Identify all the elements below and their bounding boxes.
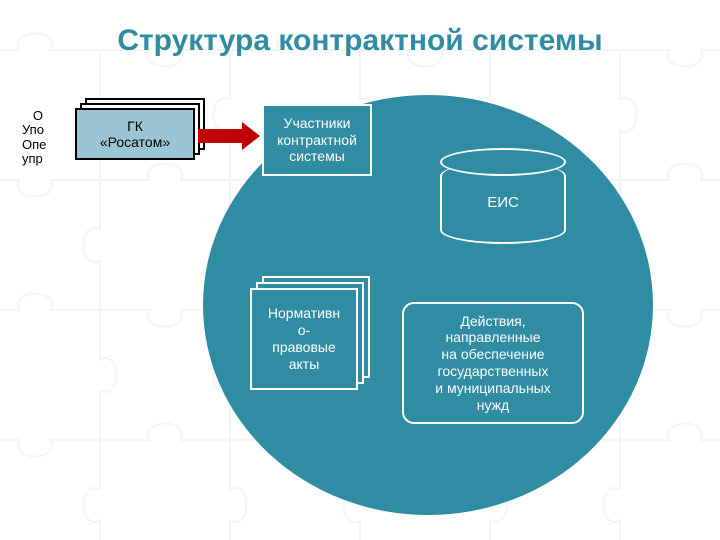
rosatom-label: ГК «Росатом»	[100, 118, 170, 150]
hidden-box-text-fragment: О Упо Опе упр	[22, 109, 75, 179]
rosatom-box: ГК «Росатом»	[75, 108, 195, 160]
actions-label: Действия, направленные на обеспечение го…	[435, 313, 551, 414]
eis-cylinder: ЕИС	[440, 162, 566, 244]
normative-label: Нормативн о- правовые акты	[268, 305, 340, 372]
participants-label: Участники контрактной системы	[277, 115, 357, 165]
eis-label: ЕИС	[487, 194, 519, 211]
slide-title: Структура контрактной системы	[0, 24, 720, 58]
normative-box: Нормативн о- правовые акты	[250, 288, 358, 390]
actions-box: Действия, направленные на обеспечение го…	[402, 302, 584, 424]
participants-box: Участники контрактной системы	[262, 104, 372, 176]
